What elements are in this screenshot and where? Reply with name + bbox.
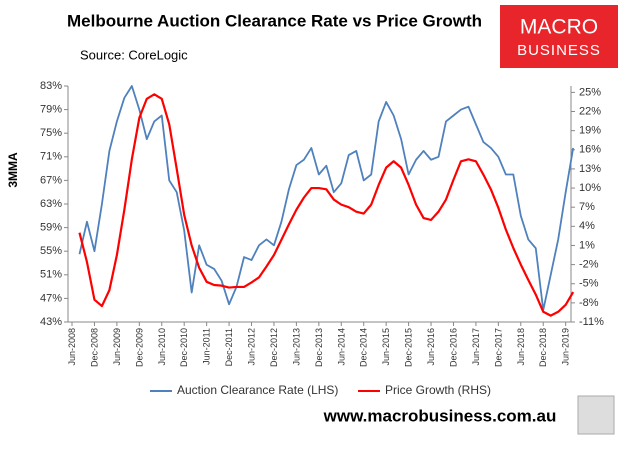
y2-tick-label: -11%	[579, 316, 604, 328]
x-tick-label: Dec-2015	[404, 328, 414, 367]
series-line	[78, 93, 575, 317]
x-tick-label: Dec-2018	[538, 328, 548, 367]
x-tick-label: Dec-2011	[224, 328, 234, 366]
y-tick-label: 79%	[40, 104, 62, 116]
x-tick-label: Dec-2009	[134, 328, 144, 367]
x-tick-label: Dec-2016	[448, 328, 458, 367]
x-tick-label: Jun-2008	[67, 328, 77, 366]
x-tick-label: Dec-2014	[359, 328, 369, 367]
y2-tick-label: 19%	[579, 125, 601, 137]
y2-tick-label: 10%	[579, 182, 601, 194]
y2-tick-label: 16%	[579, 144, 601, 156]
y-tick-label: 83%	[40, 80, 62, 92]
logo-text: MACRO	[520, 16, 598, 39]
logo-box	[500, 5, 618, 68]
y-tick-label: 67%	[40, 174, 62, 186]
wolf-icon	[577, 395, 615, 435]
y-tick-label: 51%	[40, 269, 62, 281]
y2-tick-label: -5%	[579, 278, 599, 290]
x-tick-label: Jun-2011	[202, 328, 212, 365]
y-axis-label: 3MMA	[6, 152, 20, 188]
series-line	[78, 85, 575, 312]
x-tick-label: Dec-2008	[89, 328, 99, 367]
x-tick-label: Jun-2018	[516, 328, 526, 366]
legend-label: Price Growth (RHS)	[385, 383, 491, 397]
chart-subtitle: Source: CoreLogic	[80, 47, 188, 62]
y-tick-label: 59%	[40, 222, 62, 234]
y2-tick-label: 4%	[579, 220, 595, 232]
y2-tick-label: -2%	[579, 259, 599, 271]
x-tick-label: Dec-2012	[269, 328, 279, 367]
x-tick-label: Jun-2017	[471, 328, 481, 366]
y2-tick-label: 22%	[579, 105, 601, 117]
y2-tick-label: 13%	[579, 163, 601, 175]
x-tick-label: Jun-2016	[426, 328, 436, 366]
legend-label: Auction Clearance Rate (LHS)	[177, 383, 338, 397]
x-tick-label: Dec-2017	[493, 328, 503, 367]
footer: www.macrobusiness.com.au	[323, 406, 557, 425]
x-tick-label: Dec-2013	[314, 328, 324, 367]
y2-tick-label: 25%	[579, 86, 601, 98]
y-tick-label: 55%	[40, 245, 62, 257]
x-tick-label: Jun-2014	[336, 328, 346, 366]
x-tick-label: Jun-2012	[247, 328, 257, 366]
y2-tick-label: -8%	[579, 297, 599, 309]
y2-tick-label: 1%	[579, 239, 595, 251]
x-tick-label: Jun-2015	[381, 328, 391, 366]
chart-title: Melbourne Auction Clearance Rate vs Pric…	[67, 11, 482, 30]
x-tick-label: Dec-2010	[179, 328, 189, 367]
y2-tick-label: 7%	[579, 201, 595, 213]
y-tick-label: 75%	[40, 127, 62, 139]
logo-text: BUSINESS	[517, 42, 601, 59]
x-tick-label: Jun-2019	[561, 328, 571, 366]
x-tick-label: Jun-2010	[157, 328, 167, 366]
x-tick-label: Jun-2009	[112, 328, 122, 366]
y-tick-label: 43%	[40, 316, 62, 328]
y-tick-label: 63%	[40, 198, 62, 210]
y-tick-label: 47%	[40, 292, 62, 304]
y-tick-label: 71%	[40, 151, 62, 163]
x-tick-label: Jun-2013	[291, 328, 301, 366]
